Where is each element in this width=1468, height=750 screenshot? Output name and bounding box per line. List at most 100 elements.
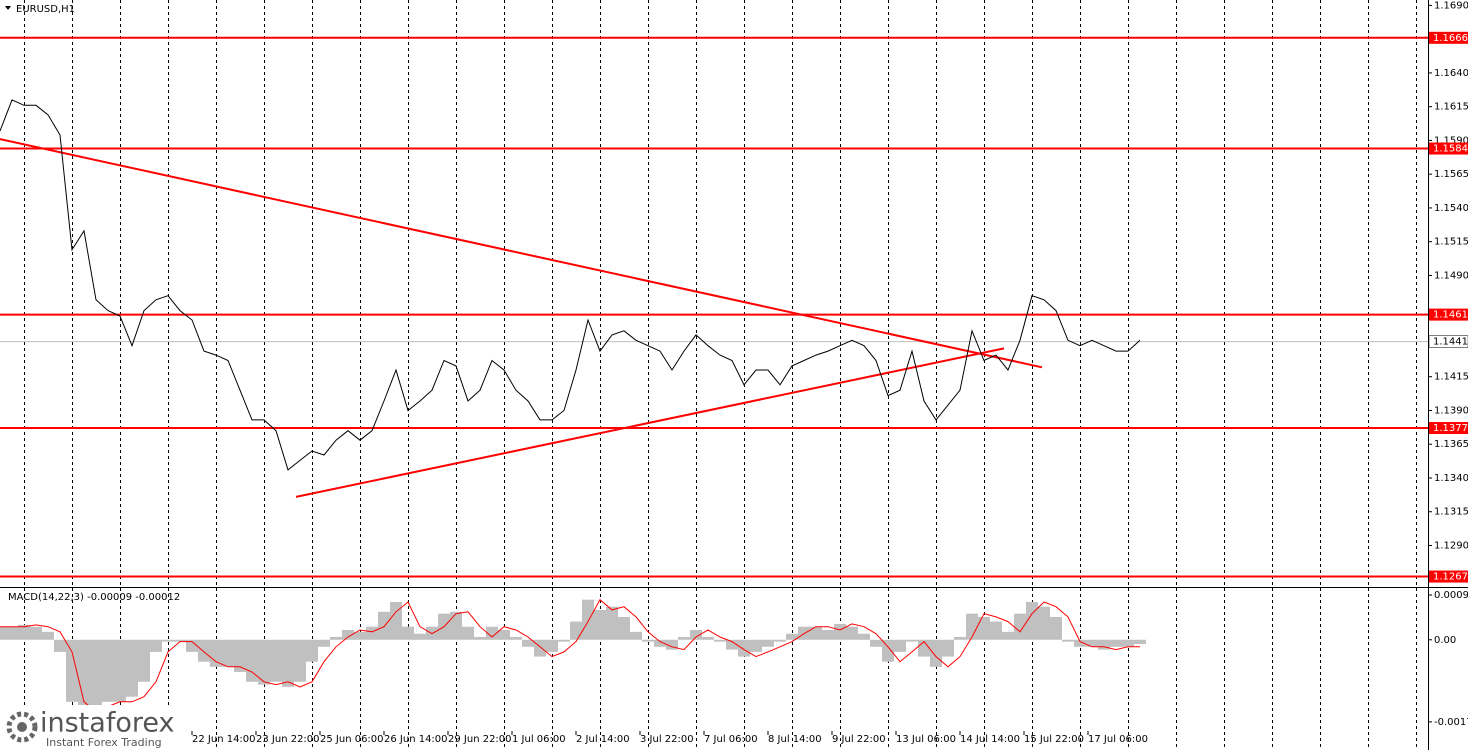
macd-bar bbox=[222, 639, 234, 667]
level-box bbox=[1429, 422, 1468, 435]
y-tick-label: -0.00176 bbox=[1434, 717, 1468, 728]
macd-bar bbox=[294, 639, 306, 682]
y-tick-label: 1.1515 bbox=[1434, 237, 1468, 248]
macd-bar bbox=[606, 606, 618, 640]
macd-bar bbox=[702, 636, 714, 640]
macd-bar bbox=[738, 639, 750, 657]
y-tick-label: 1.1640 bbox=[1434, 68, 1468, 79]
macd-bar bbox=[270, 639, 282, 682]
y-tick-label: 1.1540 bbox=[1434, 203, 1468, 214]
macd-bar bbox=[630, 631, 642, 640]
x-tick-label: 7 Jul 06:00 bbox=[704, 734, 758, 745]
x-tick-label: 1 Jul 06:00 bbox=[512, 734, 566, 745]
macd-bar bbox=[582, 599, 594, 640]
macd-bar bbox=[642, 639, 654, 642]
macd-bar bbox=[486, 626, 498, 640]
macd-bar bbox=[1014, 613, 1026, 640]
macd-bar bbox=[846, 626, 858, 640]
x-tick-label: 8 Jul 14:00 bbox=[768, 734, 822, 745]
macd-bar bbox=[1134, 639, 1146, 644]
level-label: 1.1267 bbox=[1433, 572, 1468, 583]
macd-bar bbox=[774, 639, 786, 642]
x-tick-label: 17 Jul 06:00 bbox=[1088, 734, 1148, 745]
macd-bar bbox=[186, 639, 198, 652]
macd-bar bbox=[174, 639, 186, 642]
trendline bbox=[295, 347, 1005, 498]
macd-bar bbox=[834, 623, 846, 640]
macd-bar bbox=[894, 639, 906, 652]
macd-bar bbox=[138, 639, 150, 682]
y-tick-label: 1.1415 bbox=[1434, 372, 1468, 383]
macd-bar bbox=[522, 639, 534, 647]
macd-bar bbox=[1074, 639, 1086, 647]
macd-bar bbox=[942, 639, 954, 657]
x-tick-label: 14 Jul 14:00 bbox=[960, 734, 1020, 745]
x-tick-label: 3 Jul 22:00 bbox=[640, 734, 694, 745]
data-layer bbox=[0, 36, 1428, 713]
macd-bar bbox=[210, 639, 222, 667]
macd-bar bbox=[66, 639, 78, 702]
macd-bar bbox=[1038, 606, 1050, 640]
macd-bar bbox=[1110, 639, 1122, 647]
price-line bbox=[0, 99, 1141, 471]
macd-bar bbox=[654, 639, 666, 647]
macd-bar bbox=[594, 609, 606, 640]
macd-bar bbox=[6, 626, 18, 640]
macd-bar bbox=[882, 639, 894, 662]
macd-bar bbox=[0, 626, 6, 640]
x-tick-label: 23 Jun 22:00 bbox=[256, 734, 320, 745]
macd-bar bbox=[354, 631, 366, 640]
macd-bar bbox=[810, 626, 822, 640]
macd-bar bbox=[198, 639, 210, 662]
macd-bar bbox=[306, 639, 318, 662]
macd-bar bbox=[474, 636, 486, 640]
y-tick-label: 1.1615 bbox=[1434, 102, 1468, 113]
level-label: 1.1461 bbox=[1433, 310, 1468, 321]
macd-bar bbox=[246, 639, 258, 682]
macd-bar bbox=[870, 639, 882, 647]
macd-bar bbox=[150, 639, 162, 652]
x-tick-label: 2 Jul 14:00 bbox=[576, 734, 630, 745]
x-tick-label: 25 Jun 06:00 bbox=[320, 734, 384, 745]
level-label: 1.1584 bbox=[1433, 144, 1468, 155]
macd-bar bbox=[558, 639, 570, 642]
macd-bar bbox=[282, 639, 294, 687]
watermark-tagline: Instant Forex Trading bbox=[46, 736, 162, 749]
macd-bar bbox=[462, 626, 474, 640]
macd-bar bbox=[318, 639, 330, 647]
macd-bar bbox=[1062, 639, 1074, 642]
macd-bar bbox=[786, 633, 798, 640]
y-tick-label: 1.1390 bbox=[1434, 405, 1468, 416]
y-tick-label: 1.1315 bbox=[1434, 507, 1468, 518]
macd-bar bbox=[954, 636, 966, 640]
watermark-icon-center bbox=[17, 722, 27, 732]
macd-bar bbox=[366, 626, 378, 640]
level-box bbox=[1429, 31, 1468, 44]
macd-bar bbox=[54, 639, 66, 652]
macd-bar bbox=[402, 626, 414, 640]
x-tick-label: 29 Jun 22:00 bbox=[448, 734, 512, 745]
macd-bar bbox=[1098, 639, 1110, 650]
x-tick-label: 15 Jul 22:00 bbox=[1024, 734, 1084, 745]
menu-triangle bbox=[5, 6, 11, 10]
x-tick-label: 26 Jun 14:00 bbox=[384, 734, 448, 745]
macd-bar bbox=[414, 633, 426, 640]
macd-bar bbox=[102, 639, 114, 702]
macd-title: MACD(14,22,3) -0.00009 -0.00012 bbox=[8, 592, 180, 603]
y-tick-label: 1.1290 bbox=[1434, 540, 1468, 551]
macd-bar bbox=[978, 616, 990, 640]
current-price-box bbox=[1428, 335, 1468, 348]
macd-bar bbox=[1122, 639, 1134, 647]
macd-bar bbox=[726, 639, 738, 650]
macd-bar bbox=[762, 639, 774, 647]
axis-layer: 22 Jun 14:00 23 Jun 22:00 25 Jun 06:00 26 J… bbox=[191, 0, 1468, 745]
y-tick-label: 1.1690 bbox=[1434, 0, 1468, 11]
macd-bar bbox=[666, 639, 678, 650]
watermark-icon bbox=[6, 711, 38, 743]
x-tick-label: 13 Jul 06:00 bbox=[896, 734, 956, 745]
macd-bar bbox=[930, 639, 942, 667]
y-tick-label: 1.1490 bbox=[1434, 270, 1468, 281]
macd-bar bbox=[30, 626, 42, 640]
